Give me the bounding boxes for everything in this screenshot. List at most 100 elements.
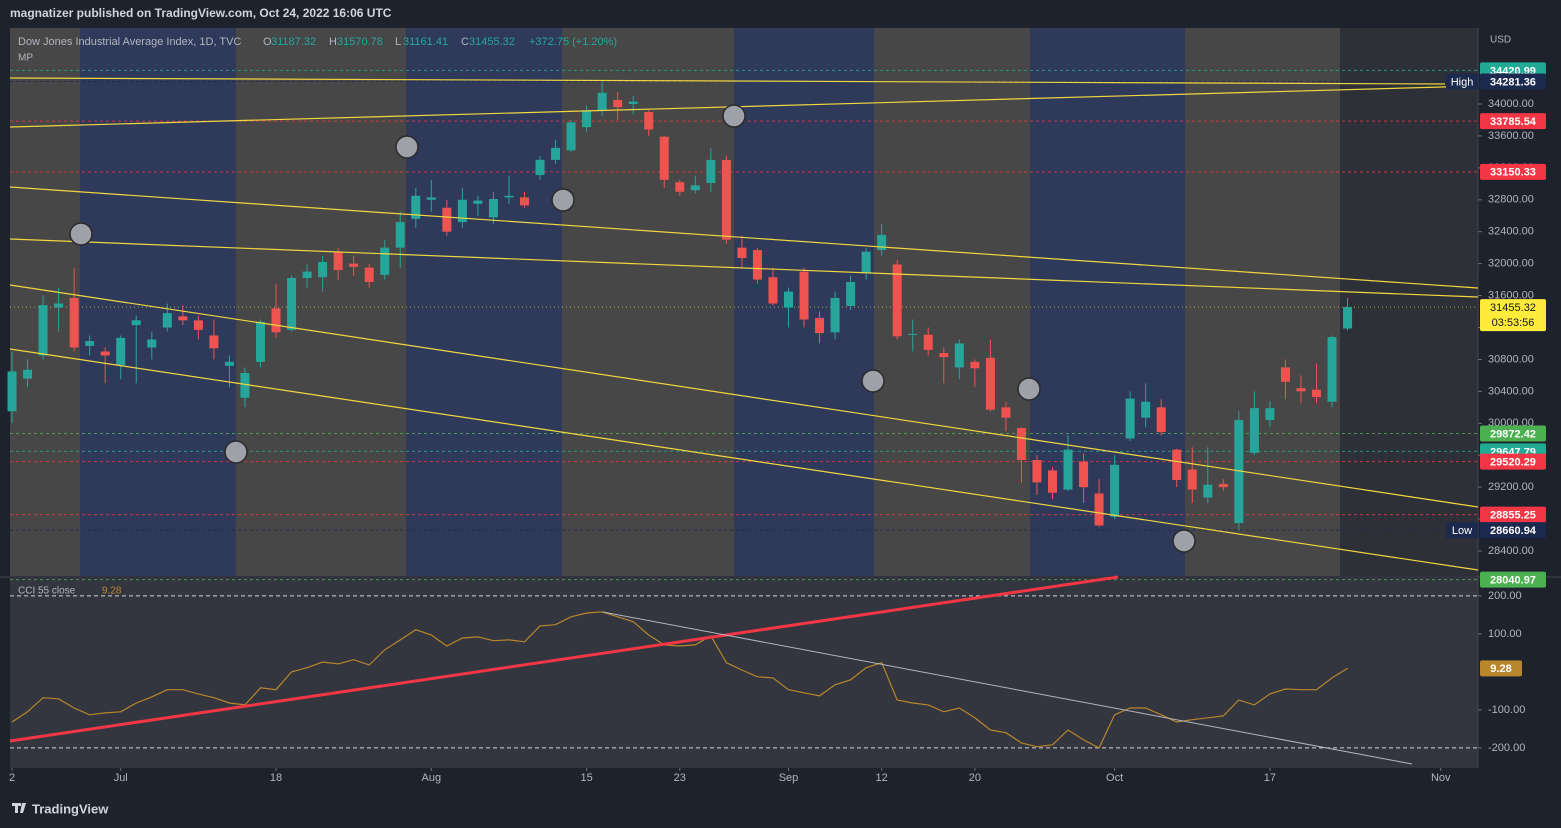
candle-body — [675, 182, 685, 192]
candle-body — [1141, 401, 1151, 418]
trend-lines — [9, 77, 1479, 571]
candle-body — [162, 313, 172, 328]
x-tick-label: Aug — [422, 772, 442, 784]
x-tick-label: 18 — [270, 772, 282, 784]
price-level-label: 33785.54 — [1490, 116, 1537, 128]
candle-body — [1016, 428, 1026, 461]
band — [406, 28, 562, 576]
price-level-label: 33150.33 — [1490, 167, 1536, 179]
level-tag-box — [1446, 522, 1478, 539]
candle-body — [1218, 483, 1228, 488]
indicator-trend-line — [9, 575, 1119, 743]
x-tick-label: Nov — [1431, 772, 1451, 784]
publisher-header: magnatizer published on TradingView.com,… — [10, 6, 392, 20]
candle-body — [116, 337, 126, 366]
trend-line — [9, 348, 1479, 571]
y-tick-label: 200.00 — [1488, 590, 1522, 602]
candle-body — [147, 339, 157, 348]
trend-line — [9, 77, 1446, 85]
indicator-legend-value: 9.28 — [102, 586, 122, 597]
price-level-label-box — [1480, 163, 1546, 180]
candle-body — [100, 351, 110, 356]
band — [80, 28, 236, 576]
candle-body — [877, 234, 887, 251]
candle-body — [752, 250, 762, 280]
pivot-circle — [861, 369, 885, 393]
candle-body — [1001, 407, 1011, 418]
band — [1185, 28, 1340, 576]
candle-body — [830, 297, 840, 333]
axis-unit: USD — [1490, 35, 1511, 46]
y-tick-label: 30400.00 — [1488, 385, 1534, 397]
candle-body — [551, 147, 561, 160]
indicator-pane-bg — [10, 578, 1478, 768]
candle-body — [1110, 464, 1120, 517]
level-tag-box — [1446, 73, 1478, 90]
candle-body — [1343, 307, 1353, 329]
candle-body — [23, 369, 33, 379]
candle-body — [721, 159, 731, 240]
ohlc-key: C — [461, 36, 469, 48]
candle-body — [519, 197, 529, 206]
level-tag: High — [1451, 76, 1474, 88]
candle-body — [628, 101, 638, 104]
candle-body — [380, 247, 390, 275]
candle-body — [1203, 484, 1213, 498]
price-level-label: 28855.25 — [1490, 510, 1536, 522]
pivot-circle — [1172, 529, 1196, 553]
candle-body — [54, 303, 64, 308]
pivot-circle — [551, 188, 575, 212]
band — [1030, 28, 1185, 576]
y-tick-label: -200.00 — [1488, 742, 1525, 754]
candle-body — [892, 264, 902, 337]
candle-body — [613, 100, 623, 108]
indicator-title: CCI 55 close — [18, 586, 76, 597]
candle-body — [349, 263, 359, 267]
band — [562, 28, 734, 576]
price-level-label-box — [1480, 522, 1546, 539]
candle-body — [426, 197, 436, 200]
footer-logo — [12, 803, 26, 813]
candle-body — [1079, 461, 1089, 488]
pivot-circle — [1017, 377, 1041, 401]
trend-line — [9, 186, 1479, 289]
candle-body — [1265, 408, 1275, 421]
pivot-markers — [69, 104, 1196, 553]
candle-body — [783, 291, 793, 308]
labels: 28400.0028800.0029200.0029600.0030000.00… — [9, 36, 1546, 784]
candle-body — [411, 195, 421, 219]
level-tag: Low — [1452, 525, 1472, 537]
y-tick-label: 31600.00 — [1488, 289, 1534, 301]
footer-brand: TradingView — [32, 801, 109, 816]
trend-line — [9, 284, 1479, 508]
price-level-label: 29872.42 — [1490, 428, 1536, 440]
candle-body — [1047, 470, 1057, 493]
indicator-value-label: 9.28 — [1490, 663, 1511, 675]
ohlc-key: O — [263, 36, 272, 48]
candle-body — [395, 222, 405, 248]
pivot-circle — [224, 440, 248, 464]
ohlc-value: 31570.78 — [337, 36, 383, 48]
y-tick-label: -100.00 — [1488, 704, 1525, 716]
pivot-circle — [722, 104, 746, 128]
candle-body — [644, 111, 654, 130]
candle-body — [442, 207, 452, 232]
candle-body — [970, 361, 980, 369]
price-level-label: 28040.97 — [1490, 575, 1536, 587]
x-tick-label: 23 — [674, 772, 686, 784]
candle-body — [1311, 389, 1321, 397]
last-price-label: 31455.32 — [1490, 302, 1536, 314]
candle-body — [209, 335, 219, 349]
x-tick-label: 2 — [9, 772, 15, 784]
price-level-label: 28660.94 — [1490, 525, 1537, 537]
candle-body — [535, 159, 545, 176]
candle-body — [597, 92, 607, 111]
band — [10, 28, 80, 576]
candle-body — [1249, 408, 1259, 453]
y-tick-label: 32400.00 — [1488, 226, 1534, 238]
candle-body — [659, 136, 669, 180]
candle-body — [1032, 460, 1042, 483]
ohlc-value: 31187.32 — [271, 36, 316, 48]
y-tick-label: 34000.00 — [1488, 98, 1534, 110]
